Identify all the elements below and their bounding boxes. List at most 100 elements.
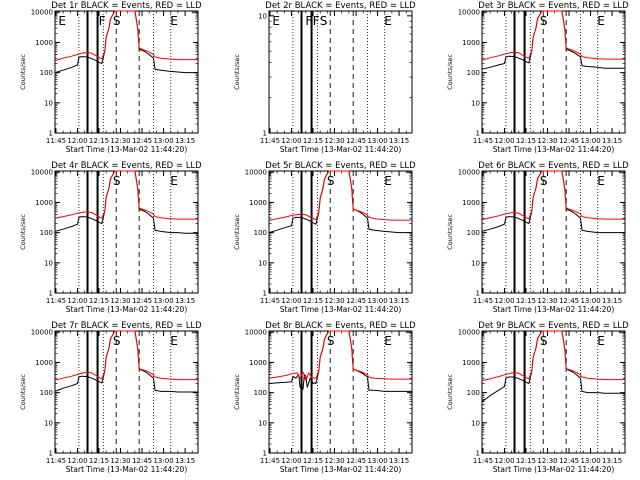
x-tick-label: 12:30 bbox=[324, 297, 344, 305]
y-tick-label: 100 bbox=[467, 69, 480, 77]
lld-series-line bbox=[268, 330, 412, 382]
x-tick-label: 11:45 bbox=[260, 457, 280, 465]
x-tick-label: 12:00 bbox=[281, 137, 301, 145]
lld-series-line bbox=[54, 330, 198, 381]
x-tick-label: 12:45 bbox=[132, 137, 152, 145]
annotation-label: E bbox=[597, 174, 605, 188]
annotation-label: E bbox=[384, 334, 392, 348]
lld-series-line bbox=[268, 170, 412, 222]
detector-panel-5: Det 5r BLACK = Events, RED = LLD S E 1 10 100… bbox=[233, 161, 416, 314]
annotation-label: E bbox=[58, 14, 66, 28]
panel-title: Det 3r BLACK = Events, RED = LLD bbox=[478, 1, 629, 11]
x-tick-label: 13:00 bbox=[580, 137, 600, 145]
y-tick-label: 10 bbox=[471, 259, 480, 267]
y-tick-label: 10 bbox=[471, 99, 480, 107]
y-tick-label: 10 bbox=[258, 419, 267, 427]
x-tick-label: 12:30 bbox=[110, 297, 130, 305]
x-tick-label: 13:00 bbox=[367, 137, 387, 145]
annotation-label: F bbox=[313, 14, 320, 28]
y-axis-label: Counts/sec bbox=[446, 374, 454, 410]
detector-panel-8: Det 8r BLACK = Events, RED = LLD S E 1 10 100… bbox=[233, 321, 416, 474]
annotation-label: E bbox=[170, 14, 178, 28]
y-tick-label: 1 bbox=[49, 130, 53, 138]
x-tick-label: 11:45 bbox=[46, 457, 66, 465]
x-axis-label: Start Time (13-Mar-02 11:44:20) bbox=[493, 305, 615, 314]
y-tick-label: 10 bbox=[258, 259, 267, 267]
y-tick-label: 10000 bbox=[458, 329, 480, 337]
x-tick-label: 12:15 bbox=[89, 137, 109, 145]
annotation-label: S bbox=[327, 174, 335, 188]
y-tick-label: 10000 bbox=[31, 329, 53, 337]
y-tick-label: 10000 bbox=[458, 169, 480, 177]
y-tick-label: 10 bbox=[471, 419, 480, 427]
y-tick-label: 1000 bbox=[249, 359, 267, 367]
y-axis-label: Counts/sec bbox=[19, 214, 27, 250]
x-tick-label: 12:15 bbox=[89, 457, 109, 465]
x-tick-label: 12:00 bbox=[67, 457, 87, 465]
y-tick-label: 1000 bbox=[462, 359, 480, 367]
x-tick-label: 11:45 bbox=[473, 137, 493, 145]
x-tick-label: 13:15 bbox=[389, 297, 409, 305]
annotation-label: F bbox=[99, 14, 106, 28]
x-tick-label: 11:45 bbox=[46, 297, 66, 305]
y-axis-label: Counts/sec bbox=[446, 54, 454, 90]
panel-title: Det 6r BLACK = Events, RED = LLD bbox=[478, 161, 629, 171]
detector-panel-6: Det 6r BLACK = Events, RED = LLD S E 1 10 100… bbox=[446, 161, 629, 314]
x-tick-label: 11:45 bbox=[473, 297, 493, 305]
annotation-label: S bbox=[320, 14, 328, 28]
x-axis-label: Start Time (13-Mar-02 11:44:20) bbox=[66, 465, 188, 474]
x-tick-label: 13:00 bbox=[580, 297, 600, 305]
detector-panel-1: Det 1r BLACK = Events, RED = LLD E F S E 1 10 1… bbox=[19, 1, 202, 154]
x-tick-label: 13:00 bbox=[153, 457, 173, 465]
y-tick-label: 10000 bbox=[245, 329, 267, 337]
x-tick-label: 12:45 bbox=[346, 457, 366, 465]
x-tick-label: 13:00 bbox=[153, 137, 173, 145]
y-tick-label: 10000 bbox=[31, 169, 53, 177]
y-tick-label: 100 bbox=[40, 389, 53, 397]
x-tick-label: 12:15 bbox=[516, 457, 536, 465]
annotation-label: S bbox=[540, 14, 548, 28]
x-tick-label: 12:00 bbox=[67, 137, 87, 145]
x-axis-label: Start Time (13-Mar-02 11:44:20) bbox=[280, 145, 402, 154]
y-tick-label: 1 bbox=[476, 130, 480, 138]
y-tick-label: 1000 bbox=[35, 359, 53, 367]
x-tick-label: 12:15 bbox=[516, 137, 536, 145]
detector-panel-3: Det 3r BLACK = Events, RED = LLD S E 1 10 100… bbox=[446, 1, 629, 154]
plot-frame bbox=[268, 330, 413, 454]
annotation-label: E bbox=[597, 334, 605, 348]
y-tick-label: 1 bbox=[49, 450, 53, 458]
x-tick-label: 13:15 bbox=[175, 297, 195, 305]
y-tick-label: 10000 bbox=[458, 9, 480, 17]
x-tick-label: 13:00 bbox=[367, 297, 387, 305]
y-tick-label: 100 bbox=[40, 69, 53, 77]
x-tick-label: 12:45 bbox=[132, 457, 152, 465]
x-tick-label: 11:45 bbox=[260, 297, 280, 305]
y-tick-label: 1 bbox=[263, 130, 267, 138]
y-tick-label: 10 bbox=[258, 12, 267, 20]
y-tick-label: 1 bbox=[476, 450, 480, 458]
x-tick-label: 13:15 bbox=[389, 137, 409, 145]
plot-frame bbox=[481, 330, 626, 454]
y-tick-label: 1 bbox=[263, 450, 267, 458]
y-tick-label: 1000 bbox=[35, 199, 53, 207]
y-axis-label: Counts/sec bbox=[19, 374, 27, 410]
x-axis-label: Start Time (13-Mar-02 11:44:20) bbox=[66, 305, 188, 314]
x-tick-label: 12:45 bbox=[132, 297, 152, 305]
panel-title: Det 4r BLACK = Events, RED = LLD bbox=[51, 161, 202, 171]
annotation-label: E bbox=[384, 174, 392, 188]
detector-panel-9: Det 9r BLACK = Events, RED = LLD S E 1 10 100… bbox=[446, 321, 629, 474]
panel-title: Det 1r BLACK = Events, RED = LLD bbox=[51, 1, 202, 11]
y-tick-label: 1000 bbox=[462, 39, 480, 47]
panel-title: Det 8r BLACK = Events, RED = LLD bbox=[265, 321, 416, 331]
lld-series-line bbox=[481, 330, 625, 382]
x-tick-label: 12:00 bbox=[281, 457, 301, 465]
lld-series-line bbox=[54, 10, 198, 62]
y-tick-label: 1000 bbox=[462, 199, 480, 207]
x-tick-label: 12:15 bbox=[516, 297, 536, 305]
x-tick-label: 13:15 bbox=[175, 137, 195, 145]
x-tick-label: 11:45 bbox=[260, 137, 280, 145]
y-axis-label: Counts/sec bbox=[19, 54, 27, 90]
x-tick-label: 11:45 bbox=[473, 457, 493, 465]
x-tick-label: 12:30 bbox=[324, 137, 344, 145]
